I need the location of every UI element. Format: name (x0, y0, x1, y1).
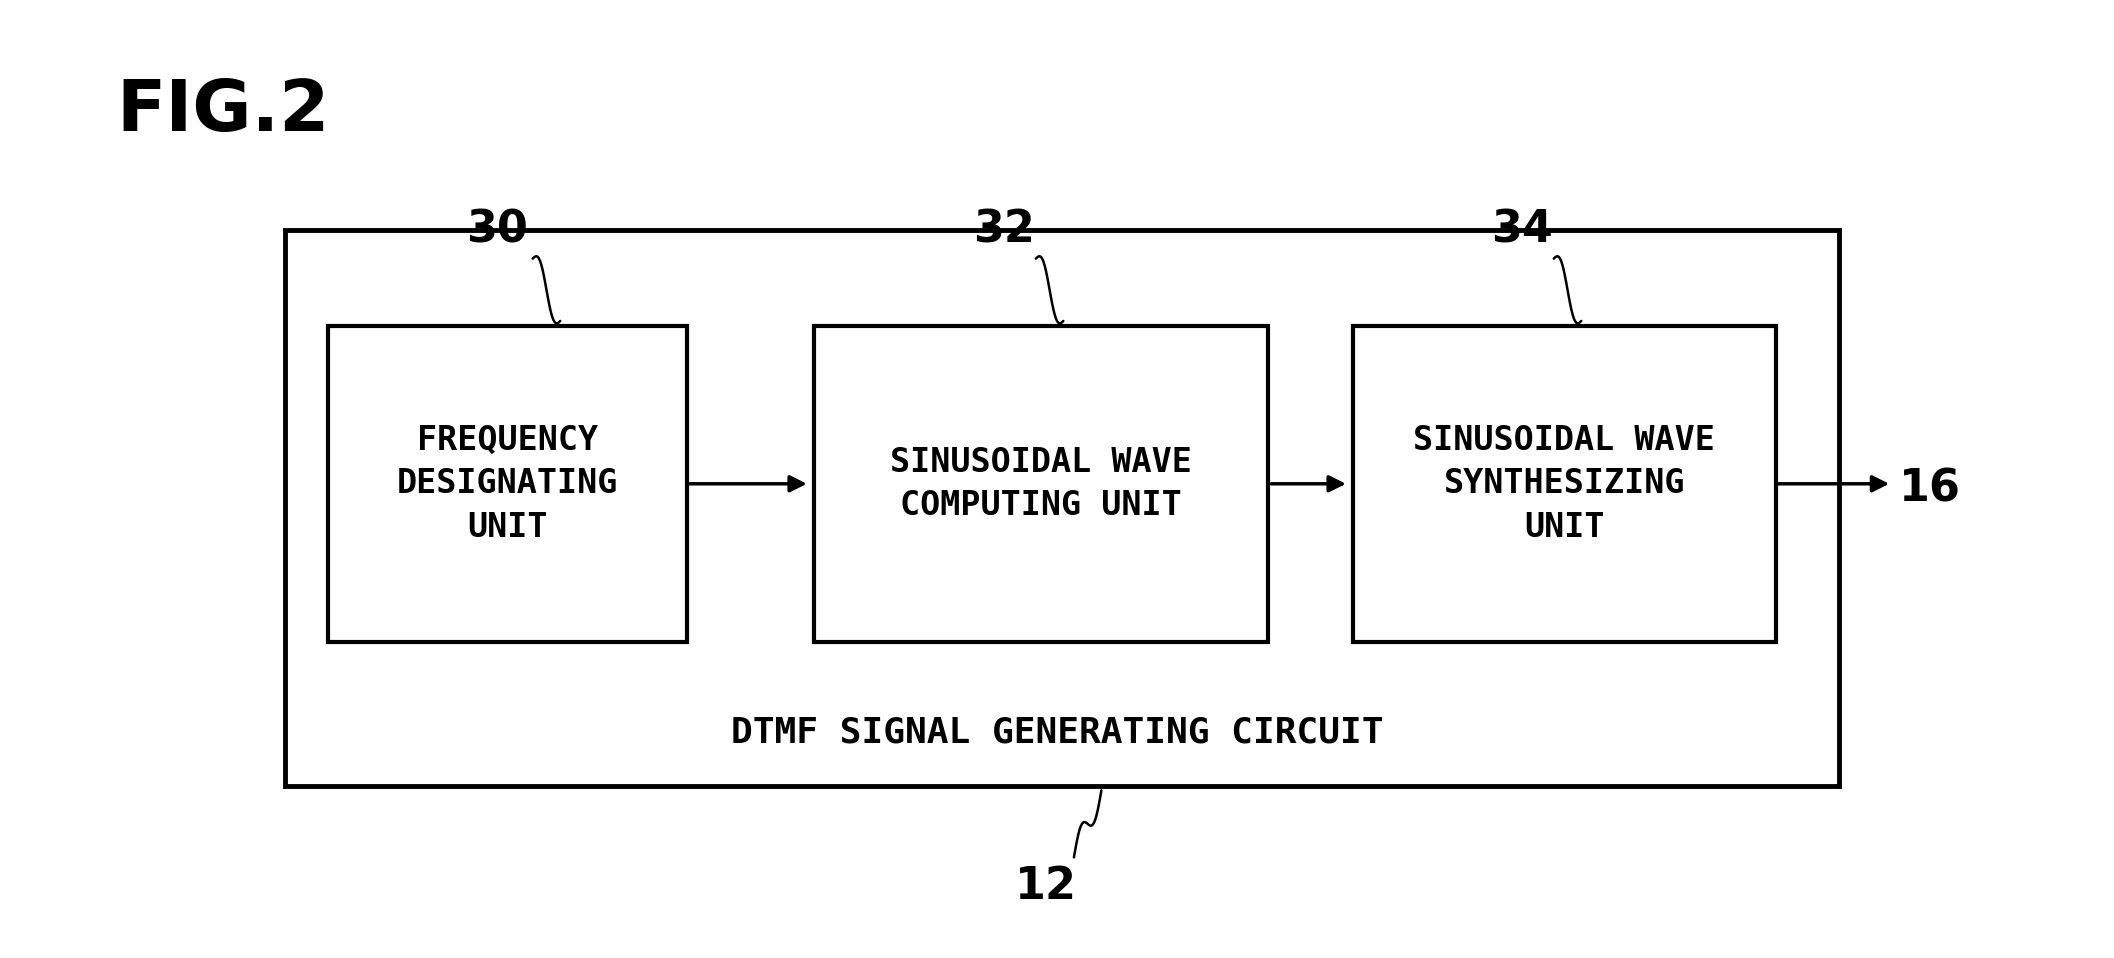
Text: 34: 34 (1490, 209, 1554, 251)
Text: SINUSOIDAL WAVE
SYNTHESIZING
UNIT: SINUSOIDAL WAVE SYNTHESIZING UNIT (1414, 423, 1714, 544)
Text: 16: 16 (1898, 468, 1962, 510)
Text: FIG.2: FIG.2 (116, 77, 330, 146)
Text: DTMF SIGNAL GENERATING CIRCUIT: DTMF SIGNAL GENERATING CIRCUIT (731, 716, 1383, 750)
Text: 12: 12 (1015, 865, 1078, 907)
Text: FREQUENCY
DESIGNATING
UNIT: FREQUENCY DESIGNATING UNIT (397, 423, 617, 544)
Text: 32: 32 (972, 209, 1036, 251)
Bar (814, 326, 1268, 642)
Bar (285, 230, 1839, 786)
Text: 30: 30 (465, 209, 528, 251)
Text: SINUSOIDAL WAVE
COMPUTING UNIT: SINUSOIDAL WAVE COMPUTING UNIT (890, 445, 1192, 522)
Bar (328, 326, 687, 642)
Bar (1353, 326, 1776, 642)
